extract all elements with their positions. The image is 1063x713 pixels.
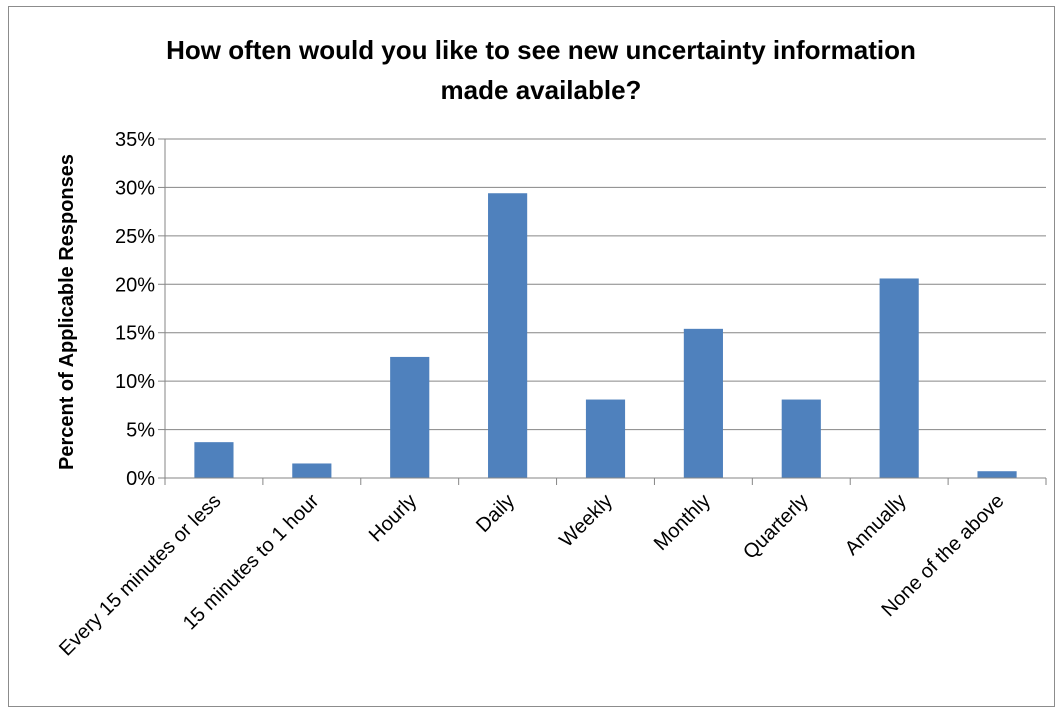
x-category-label: Daily <box>472 490 519 537</box>
bar-3 <box>390 356 430 478</box>
y-axis-label: Percent of Applicable Responses <box>56 154 78 470</box>
y-tick-label: 5% <box>126 420 155 442</box>
bar-6 <box>683 328 723 478</box>
x-category-label: Every 15 minutes or less <box>55 490 225 660</box>
bar-7 <box>781 399 821 478</box>
y-tick-label: 25% <box>115 226 155 248</box>
x-category-label: Annually <box>841 490 911 560</box>
y-tick-label: 15% <box>115 323 155 345</box>
y-tick-label: 10% <box>115 371 155 393</box>
chart-title-line-2: made available? <box>441 75 642 105</box>
axes <box>164 139 1047 485</box>
bar-5 <box>585 399 626 478</box>
bar-4 <box>488 193 528 479</box>
x-category-label: Hourly <box>365 490 421 546</box>
y-tick-label: 0% <box>126 468 155 490</box>
y-tick-label: 35% <box>115 129 155 151</box>
y-tick-label: 20% <box>115 274 155 296</box>
bar-8 <box>879 278 919 478</box>
x-category-label: Monthly <box>650 490 715 555</box>
y-tick-labels: 0% 5% 10% 15% 20% 25% 30% 35% <box>115 129 155 490</box>
bars <box>194 193 1017 479</box>
bar-1 <box>194 442 234 478</box>
chart-title-line-1: How often would you like to see new unce… <box>166 35 916 65</box>
y-tick-label: 30% <box>115 177 155 199</box>
bar-2 <box>292 463 332 478</box>
bar-9 <box>977 471 1017 478</box>
x-category-label: Weekly <box>555 490 617 552</box>
x-category-label: Quarterly <box>739 490 813 564</box>
